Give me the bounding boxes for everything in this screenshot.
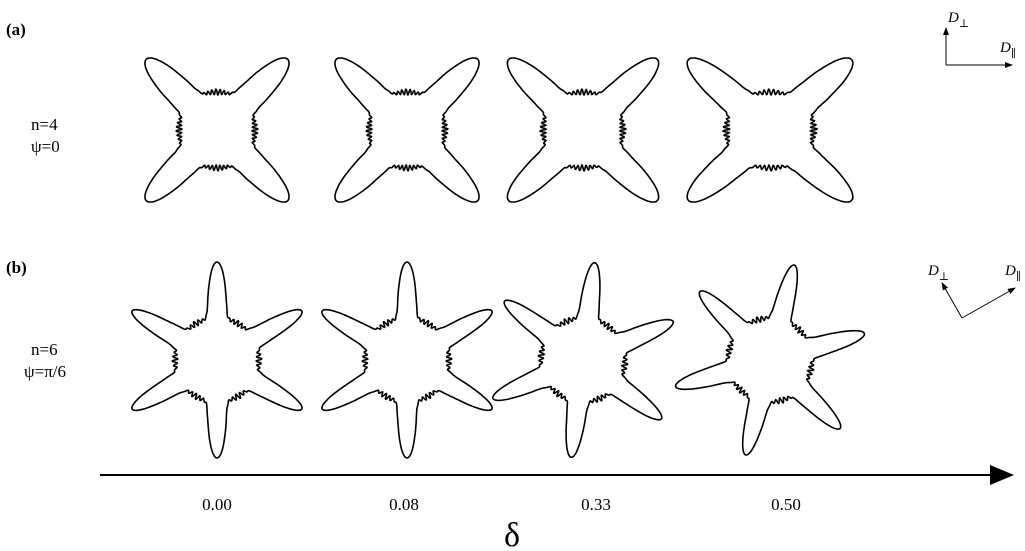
subscript: ∥: [1016, 270, 1021, 283]
panel-label: (a): [6, 20, 26, 39]
frame-arrow: [942, 283, 962, 318]
param: n=4: [31, 115, 58, 134]
axis-symbol: δ: [504, 517, 520, 551]
panel-label: (b): [6, 258, 27, 277]
axis-label: 0.50: [771, 495, 801, 514]
dendrite-n4: [335, 58, 479, 202]
frame-label: D∥: [1004, 263, 1021, 283]
dendrite-n6: [322, 262, 492, 458]
frame-label: D⊥: [927, 263, 949, 283]
dendrite-n6: [676, 265, 865, 455]
param: n=6: [31, 340, 58, 359]
param: ψ=π/6: [24, 362, 66, 381]
frame-arrow: [962, 288, 1015, 318]
symbol: D: [999, 40, 1011, 56]
symbol: D: [927, 263, 939, 279]
frame-label: D⊥: [947, 10, 969, 30]
param: ψ=0: [31, 137, 60, 156]
symbol: D: [947, 10, 959, 26]
figure: (a) n=4 ψ=0 (b) n=6 ψ=π/6 0.00 0.08 0.33…: [0, 0, 1025, 551]
symbol: D: [1004, 263, 1016, 279]
subscript: ⊥: [959, 18, 969, 30]
dendrite-n6: [493, 263, 674, 458]
subscript: ∥: [1011, 47, 1016, 60]
axis-label: 0.08: [389, 495, 419, 514]
dendrites: [132, 58, 865, 458]
frame-label: D∥: [999, 40, 1016, 60]
axis-label: 0.00: [202, 495, 232, 514]
axis-label: 0.33: [581, 495, 611, 514]
subscript: ⊥: [939, 271, 949, 283]
dendrite-n4: [145, 58, 289, 202]
dendrite-n4: [687, 58, 853, 202]
dendrite-n6: [132, 262, 302, 458]
dendrite-n4: [507, 58, 658, 202]
